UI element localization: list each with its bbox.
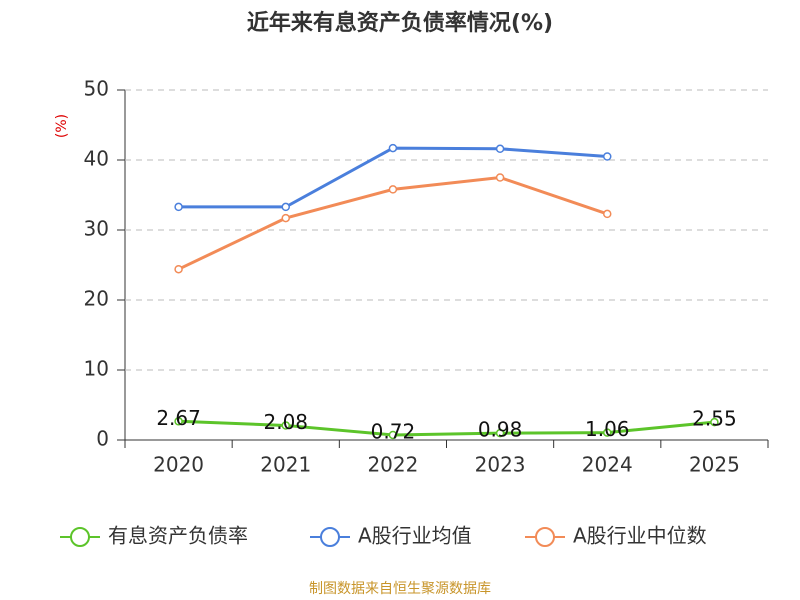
data-point <box>495 428 505 438</box>
series-line <box>178 419 715 437</box>
data-point <box>388 143 398 153</box>
data-point <box>174 264 183 274</box>
x-tick-label: 2022 <box>367 453 418 477</box>
data-point <box>388 430 398 440</box>
data-point <box>281 202 290 212</box>
data-point <box>495 144 505 154</box>
data-point <box>388 185 398 194</box>
data-point <box>174 202 183 212</box>
data-point <box>174 417 183 426</box>
x-tick-label: 2021 <box>260 453 311 477</box>
y-tick-label: 40 <box>84 147 109 171</box>
y-tick-label: 20 <box>84 287 109 311</box>
legend-marker <box>535 527 555 547</box>
series-line <box>178 146 608 209</box>
legend-label: A股行业中位数 <box>573 524 707 548</box>
y-tick-label: 30 <box>84 217 109 241</box>
x-tick-label: 2024 <box>582 453 633 477</box>
data-label: 0.72 <box>371 419 416 443</box>
data-label: 2.67 <box>156 406 201 430</box>
data-point <box>603 152 612 161</box>
data-point <box>710 417 719 427</box>
x-tick-label: 2020 <box>153 453 204 477</box>
y-axis-label: (%) <box>54 114 70 138</box>
x-tick-label: 2023 <box>475 453 526 477</box>
y-tick-label: 0 <box>96 427 109 451</box>
data-point <box>495 173 505 182</box>
legend-label: A股行业均值 <box>358 524 472 548</box>
data-label: 2.55 <box>692 407 737 431</box>
data-label: 1.06 <box>585 417 630 441</box>
data-point <box>603 428 612 437</box>
x-tick-label: 2025 <box>689 453 740 477</box>
data-point <box>281 421 290 430</box>
legend-marker <box>320 527 340 547</box>
legend-label: 有息资产负债率 <box>108 524 248 548</box>
y-tick-label: 50 <box>84 77 109 101</box>
data-point <box>603 209 612 219</box>
source-note: 制图数据来自恒生聚源数据库 <box>309 581 491 597</box>
data-point <box>281 213 290 223</box>
y-tick-label: 10 <box>84 357 109 381</box>
chart-title: 近年来有息资产负债率情况(%) <box>247 10 553 36</box>
data-label: 2.08 <box>263 410 308 434</box>
data-label: 0.98 <box>478 418 523 442</box>
legend-marker <box>70 527 90 547</box>
